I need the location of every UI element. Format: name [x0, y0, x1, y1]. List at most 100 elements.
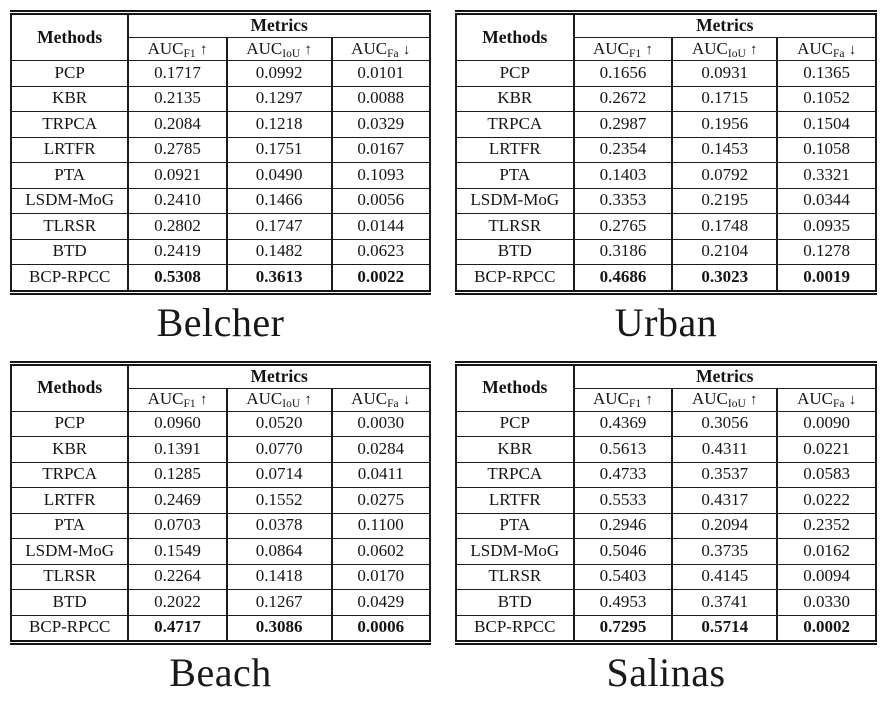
- up-arrow-icon: ↑: [304, 41, 312, 58]
- value-cell: 0.1058: [776, 136, 877, 163]
- table-row: KBR 0.2135 0.1297 0.0088: [9, 85, 432, 112]
- results-panel-urban: Methods Metrics AUCF1 ↑ AUCIoU ↑ AUCFa ↓…: [455, 10, 878, 349]
- metrics-table-wrap: Methods Metrics AUCF1 ↑ AUCIoU ↑ AUCFa ↓…: [9, 10, 432, 295]
- metric-base: AUC: [147, 389, 184, 409]
- table-row: BTD 0.4953 0.3741 0.0330: [455, 589, 877, 616]
- value-cell: 0.0935: [776, 213, 877, 240]
- value-cell: 0.1466: [225, 187, 333, 214]
- value-cell: 0.1418: [225, 563, 333, 590]
- value-cell: 0.0222: [776, 487, 877, 514]
- value-cell: 0.0056: [330, 187, 432, 214]
- table-row: TRPCA 0.1285 0.0714 0.0411: [9, 461, 432, 488]
- metric-subscript: Fa: [387, 47, 399, 60]
- method-cell: KBR: [9, 85, 130, 112]
- metric-base: AUC: [351, 38, 388, 58]
- value-cell: 0.2264: [127, 563, 228, 590]
- table-row: TLRSR 0.2765 0.1748 0.0935: [455, 213, 877, 240]
- value-cell: 0.1391: [127, 436, 228, 463]
- value-cell: 0.0090: [776, 410, 877, 437]
- value-cell: 0.1552: [225, 487, 333, 514]
- up-arrow-icon: ↑: [750, 41, 758, 58]
- header-row-top: Methods Metrics: [9, 15, 431, 61]
- methods-column-header: Methods: [455, 15, 575, 61]
- auc-iou-header: AUCIoU ↑: [671, 37, 779, 61]
- metrics-group-header: Metrics: [127, 365, 431, 389]
- value-cell: 0.4733: [572, 461, 674, 488]
- metric-subscript: IoU: [727, 398, 746, 411]
- value-cell: 0.1748: [671, 213, 779, 240]
- auc-iou-header: AUCIoU ↑: [225, 37, 333, 61]
- metric-subscript: Fa: [832, 398, 845, 411]
- value-cell: 0.3741: [671, 589, 779, 616]
- method-cell: TLRSR: [455, 563, 575, 590]
- value-cell: 0.0921: [127, 162, 228, 189]
- table-row: TLRSR 0.5403 0.4145 0.0094: [455, 563, 877, 590]
- table-header: Methods Metrics AUCF1 ↑ AUCIoU ↑ AUCFa ↓: [9, 365, 432, 412]
- value-cell: 0.4317: [671, 487, 779, 514]
- value-cell: 0.0703: [127, 512, 228, 539]
- table-row: LRTFR 0.2785 0.1751 0.0167: [9, 136, 432, 163]
- down-arrow-icon: ↓: [848, 392, 857, 409]
- table-row: PTA 0.2946 0.2094 0.2352: [455, 512, 877, 539]
- value-cell: 0.0992: [225, 60, 333, 87]
- metric-base: AUC: [593, 389, 629, 409]
- method-cell: BTD: [9, 589, 130, 616]
- method-cell: TLRSR: [455, 213, 575, 240]
- table-row: LSDM-MoG 0.3353 0.2195 0.0344: [455, 187, 877, 214]
- method-cell: LSDM-MoG: [455, 538, 575, 565]
- value-cell: 0.0330: [776, 589, 877, 616]
- method-cell: TRPCA: [455, 111, 575, 138]
- value-cell: 0.2987: [572, 111, 674, 138]
- metrics-table-wrap: Methods Metrics AUCF1 ↑ AUCIoU ↑ AUCFa ↓…: [455, 10, 878, 295]
- table-row: PCP 0.1656 0.0931 0.1365: [455, 60, 877, 87]
- metrics-table-wrap: Methods Metrics AUCF1 ↑ AUCIoU ↑ AUCFa ↓…: [9, 360, 432, 645]
- table-row: TLRSR 0.2802 0.1747 0.0144: [9, 213, 432, 240]
- value-cell: 0.5533: [572, 487, 674, 514]
- value-cell: 0.2104: [671, 238, 779, 265]
- table-row: BCP-RPCC 0.7295 0.5714 0.0002: [455, 614, 877, 640]
- table-row: LSDM-MoG 0.1549 0.0864 0.0602: [9, 538, 432, 565]
- table-row: TLRSR 0.2264 0.1418 0.0170: [9, 563, 432, 590]
- method-cell: BCP-RPCC: [9, 264, 130, 290]
- value-cell: 0.0094: [776, 563, 877, 590]
- method-cell: PTA: [455, 162, 575, 189]
- table-row: PCP 0.1717 0.0992 0.0101: [9, 60, 432, 87]
- dataset-caption: Salinas: [606, 650, 726, 695]
- header-row-sub: AUCF1 ↑ AUCIoU ↑ AUCFa ↓: [11, 387, 432, 412]
- metric-base: AUC: [147, 38, 184, 58]
- metric-subscript: IoU: [727, 47, 746, 60]
- metric-base: AUC: [692, 389, 728, 409]
- metric-subscript: Fa: [387, 398, 399, 411]
- value-cell: 0.2672: [572, 85, 674, 112]
- value-cell: 0.0162: [776, 538, 877, 565]
- value-cell: 0.3321: [776, 162, 877, 189]
- value-cell: 0.0006: [330, 614, 432, 640]
- metrics-table-wrap: Methods Metrics AUCF1 ↑ AUCIoU ↑ AUCFa ↓…: [455, 360, 878, 645]
- method-cell: LRTFR: [9, 136, 130, 163]
- up-arrow-icon: ↑: [645, 392, 653, 409]
- metric-base: AUC: [797, 389, 833, 409]
- value-cell: 0.5046: [572, 538, 674, 565]
- method-cell: TRPCA: [455, 461, 575, 488]
- metric-subscript: F1: [183, 47, 196, 60]
- value-cell: 0.1093: [330, 162, 432, 189]
- value-cell: 0.0864: [225, 538, 333, 565]
- value-cell: 0.5308: [127, 264, 228, 290]
- method-cell: BTD: [455, 238, 575, 265]
- table-row: PCP 0.0960 0.0520 0.0030: [9, 410, 432, 437]
- method-cell: PTA: [9, 162, 130, 189]
- results-panel-beach: Methods Metrics AUCF1 ↑ AUCIoU ↑ AUCFa ↓…: [9, 360, 432, 700]
- value-cell: 0.4953: [572, 589, 674, 616]
- value-cell: 0.4145: [671, 563, 779, 590]
- value-cell: 0.3537: [671, 461, 779, 488]
- value-cell: 0.0602: [330, 538, 432, 565]
- value-cell: 0.1218: [225, 111, 333, 138]
- value-cell: 0.0429: [330, 589, 432, 616]
- auc-fa-header: AUCFa ↓: [776, 387, 877, 412]
- value-cell: 0.2469: [127, 487, 228, 514]
- value-cell: 0.1747: [225, 213, 333, 240]
- value-cell: 0.7295: [572, 614, 674, 640]
- auc-fa-header: AUCFa ↓: [776, 37, 877, 61]
- value-cell: 0.3613: [225, 264, 333, 290]
- value-cell: 0.5714: [671, 614, 779, 640]
